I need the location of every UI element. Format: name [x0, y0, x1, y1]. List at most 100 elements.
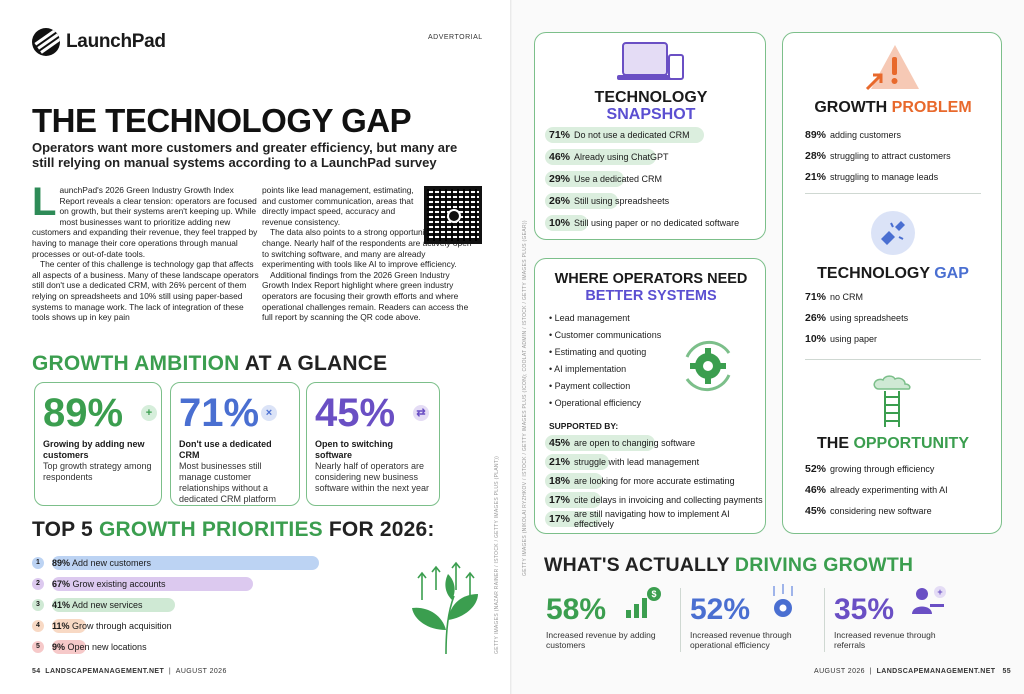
- stat-pct: 29%: [549, 173, 571, 185]
- stat-label: are still navigating how to implement AI…: [574, 509, 730, 529]
- stat-label: struggling to manage leads: [830, 172, 939, 182]
- stat-pct: 46%: [549, 151, 571, 163]
- priority-number: 5: [32, 641, 44, 653]
- priorities-title: TOP 5 GROWTH PRIORITIES FOR 2026:: [32, 518, 435, 541]
- glance-value: 89%: [43, 391, 124, 435]
- stat-pct: 46%: [805, 484, 827, 496]
- bullet-item: • Customer communications: [549, 330, 662, 340]
- stat-pct: 71%: [549, 129, 571, 141]
- launchpad-logo-icon: [32, 28, 60, 56]
- close-icon: ×: [261, 405, 277, 421]
- paragraph-4: The data also points to a strong opportu…: [262, 227, 472, 270]
- paragraph-1: aunchPad's 2026 Green Industry Growth In…: [32, 185, 258, 259]
- stat-row: 18% are looking for more accurate estimat…: [545, 473, 735, 489]
- stat-row: 21% struggling to manage leads: [805, 169, 938, 185]
- stat-row: 46% already experimenting with AI: [805, 482, 948, 498]
- glance-card-desc: Most businesses still manage customer re…: [179, 461, 277, 504]
- stat-row: 52% growing through efficiency: [805, 461, 934, 477]
- priority-row: 2 67% Grow existing accounts: [32, 577, 352, 591]
- plus-icon: +: [141, 405, 157, 421]
- supported-by-label: SUPPORTED BY:: [549, 421, 619, 431]
- stat-row: 29% Use a dedicated CRM: [545, 171, 662, 187]
- stat-bar: [545, 473, 604, 489]
- stat-row: 71% Do not use a dedicated CRM: [545, 127, 704, 143]
- stat-label: growing through efficiency: [830, 464, 935, 474]
- better-systems-box: WHERE OPERATORS NEED BETTER SYSTEMS • Lea…: [534, 258, 766, 534]
- driving-desc: Increased revenue by adding customers: [546, 630, 656, 650]
- bullet-dot: •: [549, 398, 555, 408]
- divider: [805, 359, 981, 360]
- stat-row: 71% no CRM: [805, 289, 863, 305]
- priority-number: 4: [32, 620, 44, 632]
- stat-bar: [545, 171, 625, 187]
- driving-item-3: 35% + Increased revenue through referral…: [834, 586, 964, 650]
- bullet-dot: •: [549, 381, 555, 391]
- priority-number: 2: [32, 578, 44, 590]
- dropcap: L: [32, 180, 57, 224]
- bullet-item: • Estimating and quoting: [549, 347, 647, 357]
- laptop-phone-icon: [617, 42, 684, 80]
- referral-person-icon: +: [912, 586, 946, 614]
- stat-label: Already using ChatGPT: [574, 152, 669, 162]
- stat-pct: 10%: [549, 217, 571, 229]
- stat-bar: [545, 127, 704, 143]
- stat-label: Still using spreadsheets: [574, 196, 670, 206]
- stat-row: 10% Still using paper or no dedicated sof…: [545, 215, 739, 231]
- paragraph-5: Additional findings from the 2026 Green …: [262, 269, 469, 323]
- stat-pct: 71%: [805, 291, 827, 303]
- growth-problem-title: GROWTH PROBLEM: [814, 99, 972, 116]
- driving-item-2: 52% Increased revenue through operationa…: [690, 584, 820, 650]
- stat-label: cite delays in invoicing and collecting …: [574, 495, 763, 505]
- bullet-item: • Lead management: [549, 313, 630, 323]
- stat-pct: 52%: [805, 463, 827, 475]
- priority-bar: [52, 640, 86, 654]
- bullet-item: • Payment collection: [549, 381, 631, 391]
- stat-row: 26% Still using spreadsheets: [545, 193, 670, 209]
- stat-pct: 17%: [549, 513, 571, 525]
- advertorial-label: ADVERTORIAL: [428, 34, 483, 41]
- body-column-2: points like lead management, estimating,…: [262, 185, 474, 323]
- stat-pct: 28%: [805, 150, 827, 162]
- technology-snapshot-box: TECHNOLOGY SNAPSHOT 71% Do not use a dedic…: [534, 32, 766, 240]
- stat-pct: 26%: [805, 312, 827, 324]
- stat-row: 28% struggling to attract customers: [805, 148, 951, 164]
- plant-arrows-icon: [412, 561, 478, 655]
- bullet-dot: •: [549, 364, 555, 374]
- glance-card-3: 45% ⇄ Open to switching software Nearly …: [306, 382, 440, 506]
- paragraph-3: points like lead management, estimating,…: [262, 185, 414, 227]
- stat-bar: [545, 193, 619, 209]
- tech-gap-title: TECHNOLOGY GAP: [817, 265, 969, 282]
- glance-value: 45%: [315, 391, 396, 435]
- priority-row: 3 41% Add new services: [32, 598, 352, 612]
- stat-bar: [545, 511, 602, 527]
- stat-pct: 18%: [549, 475, 571, 487]
- priority-bar: [52, 598, 175, 612]
- glance-card-1: 89% + Growing by adding new customers To…: [34, 382, 162, 506]
- driving-desc: Increased revenue through operational ef…: [690, 630, 792, 650]
- stat-label: are looking for more accurate estimating: [574, 476, 735, 486]
- opportunity-title: THE OPPORTUNITY: [816, 435, 969, 452]
- left-page: LaunchPad ADVERTORIAL THE TECHNOLOGY GAP…: [0, 0, 512, 694]
- stat-row: 17% cite delays in invoicing and collecti…: [545, 492, 763, 508]
- unplugged-icon: [871, 211, 915, 255]
- article-subtitle: Operators want more customers and greate…: [32, 140, 458, 170]
- footer-right: AUGUST 2026 | LANDSCAPEMANAGEMENT.NET 55: [814, 668, 1012, 675]
- stat-label: using spreadsheets: [830, 313, 909, 323]
- stat-label: Do not use a dedicated CRM: [574, 130, 690, 140]
- paragraph-2: The center of this challenge is technolo…: [32, 259, 259, 323]
- glance-value: 71%: [179, 391, 260, 435]
- glance-card-desc: Nearly half of operators are considering…: [315, 461, 430, 493]
- bullet-dot: •: [549, 347, 555, 357]
- stat-pct: 21%: [805, 171, 827, 183]
- stat-pct: 45%: [805, 505, 827, 517]
- gear-arrows-icon: [773, 584, 793, 617]
- snapshot-title: TECHNOLOGY SNAPSHOT: [594, 89, 708, 123]
- stat-pct: 17%: [549, 494, 571, 506]
- stat-pct: 21%: [549, 456, 571, 468]
- svg-text:$: $: [651, 589, 656, 599]
- stat-row: 45% are open to changing software: [545, 435, 695, 451]
- stat-label: considering new software: [830, 506, 932, 516]
- driving-desc: Increased revenue through referrals: [834, 630, 936, 650]
- stat-row: 10% using paper: [805, 331, 877, 347]
- divider: [824, 588, 825, 652]
